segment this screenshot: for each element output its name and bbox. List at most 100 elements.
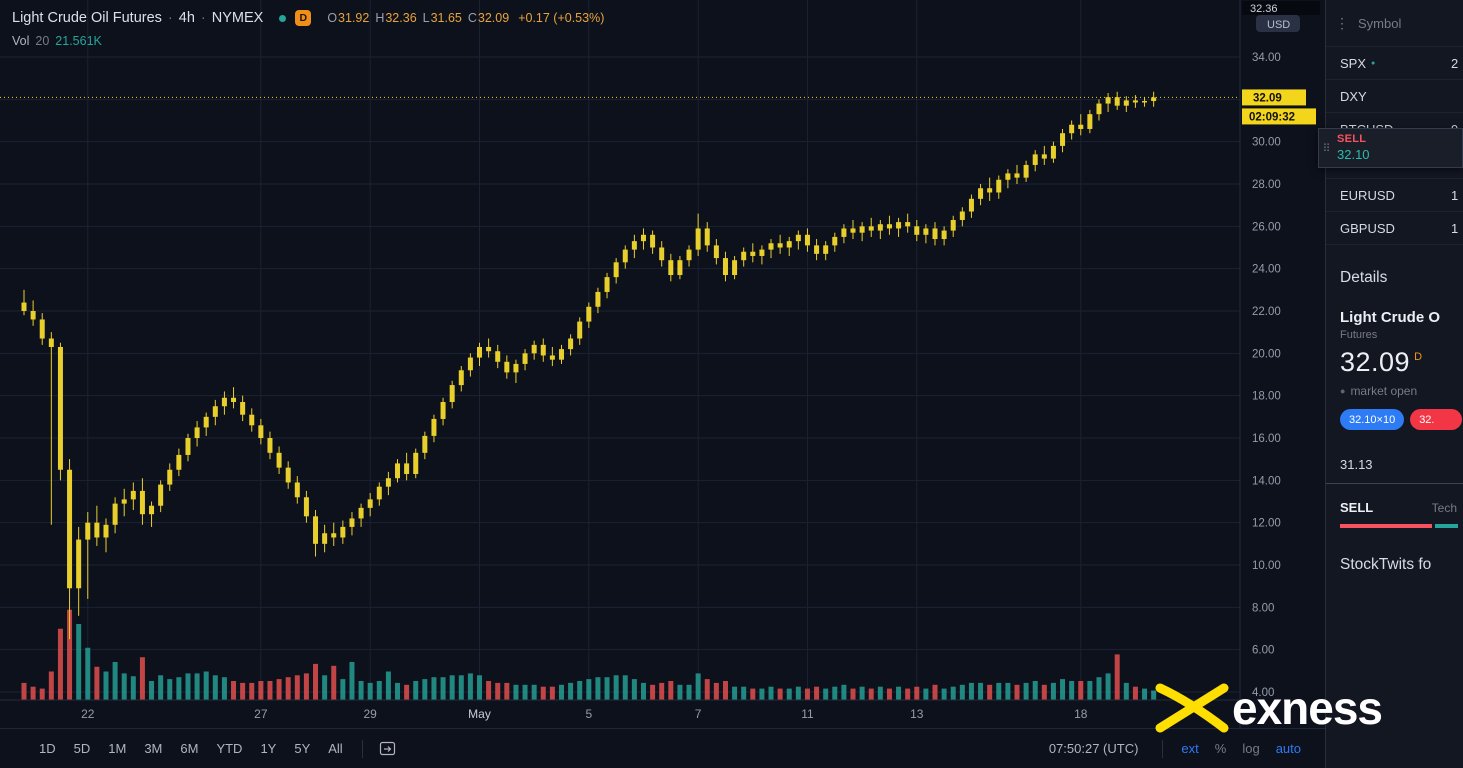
scale-button-percent[interactable]: % [1214,741,1227,756]
watchlist-row[interactable]: EURUSD 1 [1326,179,1463,212]
watchlist-symbol: DXY [1340,88,1367,104]
sell-widget-price: 32.10 [1337,146,1370,162]
kebab-menu-icon[interactable]: ⋮ [1335,14,1349,31]
ohlc-label: C [467,11,477,25]
svg-text:16.00: 16.00 [1252,433,1281,445]
ohlc-value: 31.92 [338,11,370,25]
drag-handle-icon[interactable]: ⠿ [1322,142,1331,155]
watchlist-header-label: Symbol [1358,15,1402,31]
market-status-label: market open [1350,384,1418,398]
exness-x-mark [1155,683,1229,733]
ohlc-value: 31.65 [430,11,462,25]
watchlist-value: 1 [1451,220,1459,236]
volume-bars [21,609,1157,700]
scale-button-auto[interactable]: auto [1275,741,1301,756]
ohlc-label: L [422,11,430,25]
svg-text:12.00: 12.00 [1252,518,1281,530]
go-to-date-icon[interactable] [373,740,402,757]
svg-text:18: 18 [1074,707,1088,721]
chart-section: 34.00 30.00 28.00 26.00 24.00 22.00 20.00 18.00… [0,0,1325,768]
scale-button-log[interactable]: log [1242,741,1260,756]
svg-text:22.00: 22.00 [1252,306,1281,318]
scale-buttons: ext% log auto [1173,737,1309,760]
market-status-dot-icon: ● [1340,386,1346,396]
currency-badge[interactable] [1256,15,1300,32]
candles [21,91,1157,640]
detail-stat-wrap: 31.13 [1326,456,1463,484]
svg-text:22: 22 [81,707,95,721]
price-chart-canvas[interactable]: 34.00 30.00 28.00 26.00 24.00 22.00 20.00 18.00… [0,0,1325,728]
watchlist-symbol: SPX [1340,55,1367,71]
range-button-ytd[interactable]: YTD [216,741,243,756]
range-button-5d[interactable]: 5D [73,741,91,756]
interval-label[interactable]: 4h [178,10,195,26]
time-axis[interactable]: 22 27 29 May 5 7 11 13 18 [81,707,1088,721]
bid-button[interactable]: 32.10×10 [1340,409,1405,430]
price-axis[interactable]: 34.00 30.00 28.00 26.00 24.00 22.00 20.00 18.00… [1252,52,1281,699]
range-button-3m[interactable]: 3M [144,741,163,756]
clock[interactable]: 07:50:27 (UTC) [1048,741,1139,756]
symbol-title: Light Crude Oil Futures [12,10,162,26]
range-button-1d[interactable]: 1D [39,741,56,756]
volume-legend-row: Vol 20 21.561K [12,34,604,48]
svg-text:May: May [468,707,491,721]
svg-text:34.00: 34.00 [1252,52,1281,64]
svg-text:6.00: 6.00 [1252,645,1274,657]
volume-label: Vol [12,34,30,48]
svg-text:18.00: 18.00 [1252,391,1281,403]
ohlc-pair: O 31.92 [327,11,369,25]
svg-text:24.00: 24.00 [1252,264,1281,276]
svg-text:10.00: 10.00 [1252,560,1281,572]
bid-ask-buttons: 32.10×10 32. [1340,409,1463,430]
sell-order-widget[interactable]: ⠿ SELL 32.10 [1318,128,1463,168]
technicals-link[interactable]: Tech [1431,500,1457,515]
range-button-5y[interactable]: 5Y [294,741,311,756]
chart-legend: Light Crude Oil Futures · 4h · NYMEX D O… [12,10,604,48]
volume-value: 21.561K [55,34,102,48]
ohlc-pair: L 31.65 [423,11,462,25]
ohlc-value: 32.09 [477,11,510,25]
watchlist-value: 2 [1451,55,1459,71]
toolbar-divider [1162,739,1164,758]
symbol-marker-dot-icon: ● [1371,59,1376,67]
range-buttons: 1D 5D 1M 3M 6M YTD 1Y 5Y All [30,737,352,760]
ohlc-label: O [327,11,338,25]
legend-separator: · [167,10,173,26]
svg-text:28.00: 28.00 [1252,179,1281,191]
watchlist-row[interactable]: DXY [1326,80,1463,113]
detail-price-flag: D [1414,351,1423,363]
gauge-buy-segment [1435,524,1458,528]
svg-text:02:09:32: 02:09:32 [1249,111,1295,123]
svg-text:32.09: 32.09 [1253,92,1282,104]
live-dot-icon[interactable] [279,14,287,22]
bottom-toolbar: 1D 5D 1M 3M 6M YTD 1Y 5Y All 07:50:27 (UTC) ext%… [0,728,1325,768]
stocktwits-heading: StockTwits fo [1340,556,1432,573]
watchlist-row[interactable]: SPX ● 2 [1326,47,1463,80]
svg-text:14.00: 14.00 [1252,475,1281,487]
range-button-6m[interactable]: 6M [180,741,199,756]
ohlc-label: H [375,11,385,25]
watchlist-row[interactable]: GBPUSD 1 [1326,212,1463,245]
details-heading: Details [1340,269,1388,286]
svg-text:11: 11 [801,707,814,721]
countdown-tag [1242,108,1316,125]
range-button-all[interactable]: All [328,741,343,756]
svg-text:USD: USD [1267,19,1290,31]
range-button-1m[interactable]: 1M [108,741,127,756]
svg-text:4.00: 4.00 [1252,687,1274,699]
ask-button[interactable]: 32. [1410,409,1463,430]
svg-text:32.36: 32.36 [1250,3,1278,15]
ohlc-change: +0.17 (+0.53%) [518,11,605,25]
technicals-gauge [1340,524,1458,528]
watchlist-symbol: GBPUSD [1340,220,1395,236]
range-button-1y[interactable]: 1Y [260,741,277,756]
instrument-name: Light Crude O [1340,309,1440,326]
svg-text:13: 13 [910,707,924,721]
volume-ma-period: 20 [35,34,50,48]
ohlc-pair: H 32.36 [375,11,416,25]
exchange-label: NYMEX [211,10,264,26]
daily-marker-badge[interactable]: D [295,10,312,26]
watchlist-row[interactable] [1326,146,1463,179]
sell-widget-content: SELL 32.10 [1334,132,1370,163]
scale-button-ext[interactable]: ext [1181,741,1199,756]
